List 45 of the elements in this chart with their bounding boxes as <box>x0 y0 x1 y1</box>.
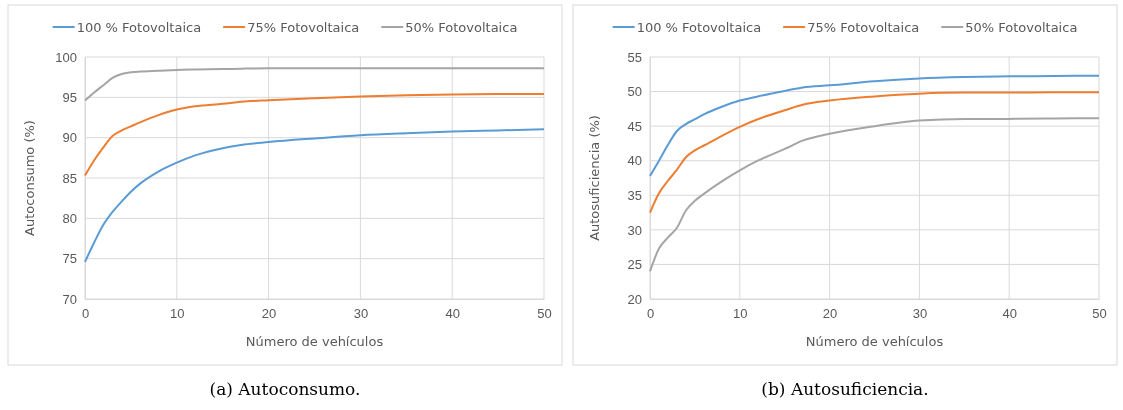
x-tick-label: 50 <box>537 306 552 322</box>
line-series <box>649 74 1100 177</box>
y-tick-label: 75 <box>62 251 77 267</box>
x-tick-label: 30 <box>353 306 369 322</box>
line-series <box>649 91 1100 214</box>
x-tick-label: 0 <box>646 306 655 322</box>
x-tick-label: 0 <box>81 306 90 322</box>
text: (b) Autosuficiencia. <box>761 379 929 399</box>
y-tick-label: 30 <box>627 222 642 238</box>
y-axis-title: Autosuficiencia (%) <box>587 115 602 241</box>
y-tick-label: 45 <box>627 118 642 134</box>
legend-label: 100 % Fotovoltaica <box>76 20 202 35</box>
line-series <box>84 128 545 263</box>
x-tick-label: 10 <box>733 306 748 322</box>
legend-label: 50% Fotovoltaica <box>965 20 1078 35</box>
x-tick-label: 20 <box>822 306 838 322</box>
x-axis-title: Número de vehículos <box>805 334 944 349</box>
x-tick-label: 20 <box>261 306 277 322</box>
x-tick-label: 10 <box>170 306 185 322</box>
y-tick-label: 25 <box>627 257 642 273</box>
line-series <box>649 117 1100 273</box>
y-tick-label: 70 <box>62 291 77 307</box>
y-tick-label: 40 <box>627 153 642 169</box>
line-series <box>84 93 545 177</box>
legend-label: 100 % Fotovoltaica <box>636 20 762 35</box>
y-tick-label: 90 <box>62 130 77 146</box>
legend-label: 75% Fotovoltaica <box>247 20 360 35</box>
x-axis-title: Número de vehículos <box>245 334 384 349</box>
x-tick-label: 40 <box>1002 306 1017 322</box>
x-tick-label: 40 <box>445 306 460 322</box>
y-tick-label: 100 <box>55 49 77 65</box>
x-tick-label: 30 <box>912 306 928 322</box>
y-axis-title: Autoconsumo (%) <box>22 120 37 236</box>
line-series <box>84 67 545 102</box>
y-tick-label: 50 <box>627 84 642 100</box>
legend-label: 75% Fotovoltaica <box>807 20 920 35</box>
y-tick-label: 20 <box>627 291 642 307</box>
text: (a) Autoconsumo. <box>209 379 361 399</box>
y-tick-label: 95 <box>62 89 77 105</box>
x-tick-label: 50 <box>1092 306 1107 322</box>
y-tick-label: 35 <box>627 187 642 203</box>
y-tick-label: 80 <box>62 210 77 226</box>
y-tick-label: 55 <box>627 49 642 65</box>
legend-label: 50% Fotovoltaica <box>405 20 518 35</box>
y-tick-label: 85 <box>62 170 77 186</box>
